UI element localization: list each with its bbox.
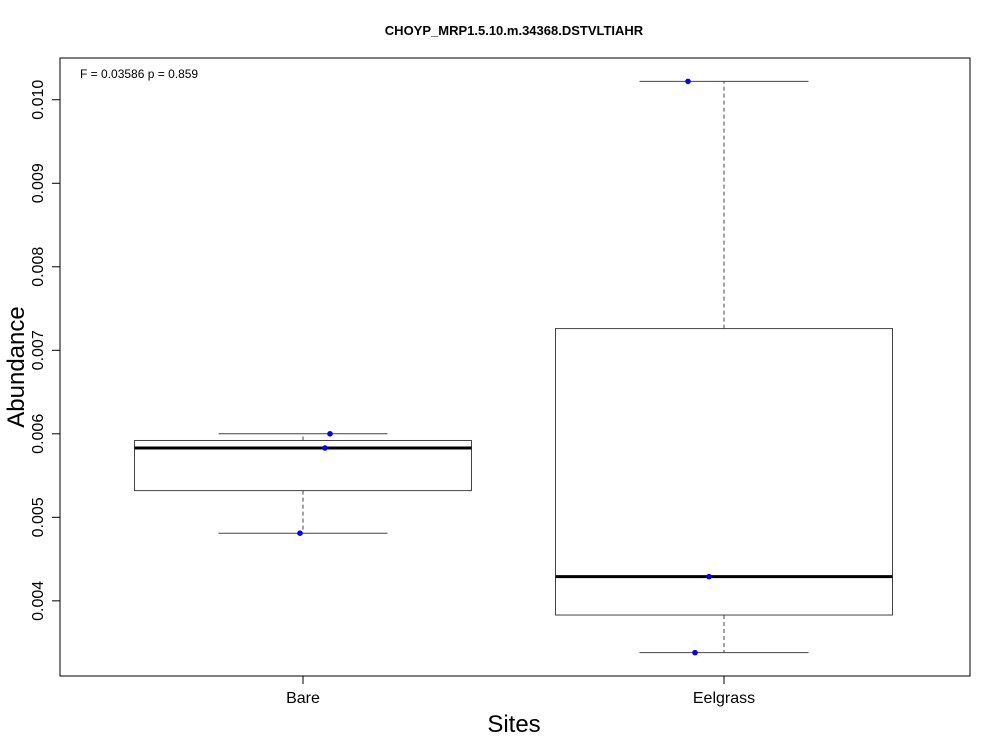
y-axis-label: Abundance (3, 306, 30, 427)
x-axis-label: Sites (487, 711, 540, 738)
y-tick-label: 0.006 (30, 414, 47, 454)
data-point (706, 573, 712, 580)
x-tick-label: Eelgrass (693, 690, 755, 707)
y-tick-label: 0.005 (30, 497, 47, 537)
data-point (327, 431, 333, 437)
data-point (692, 649, 698, 656)
data-point (297, 530, 303, 536)
data-point (322, 445, 328, 451)
iqr-box (555, 328, 893, 616)
y-tick-label: 0.004 (30, 581, 47, 621)
box-eelgrass (555, 78, 893, 656)
y-tick-label: 0.009 (30, 163, 47, 203)
y-tick-label: 0.008 (30, 247, 47, 287)
box-bare (134, 431, 472, 536)
x-tick-label: Bare (286, 690, 320, 707)
chart-title: CHOYP_MRP1.5.10.m.34368.DSTVLTIAHR (385, 23, 644, 38)
y-tick-label: 0.010 (30, 80, 47, 120)
data-point (685, 78, 691, 85)
y-tick-label: 0.007 (30, 330, 47, 370)
stats-annotation: F = 0.03586 p = 0.859 (80, 67, 198, 81)
